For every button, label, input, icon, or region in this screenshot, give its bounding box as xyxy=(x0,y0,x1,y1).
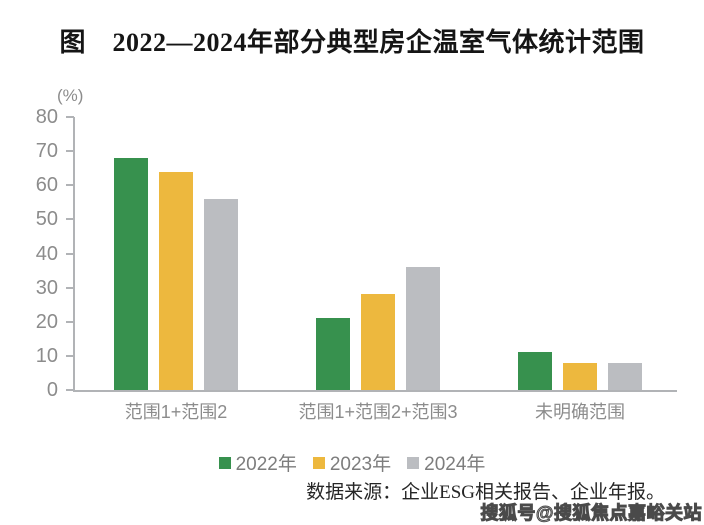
y-tick-label-60: 60 xyxy=(35,174,58,197)
chart-title: 图 2022—2024年部分典型房企温室气体统计范围 xyxy=(59,28,645,57)
y-tick-label-70: 70 xyxy=(35,140,58,163)
y-tick-label-80: 80 xyxy=(35,106,58,128)
y-tick-mark-20 xyxy=(66,320,74,323)
x-category-label-2: 范围1+范围2+范围3 xyxy=(298,402,458,422)
y-tick-label-0: 0 xyxy=(46,379,58,401)
bar-2023年-category-2 xyxy=(361,294,395,390)
y-tick-label-40: 40 xyxy=(35,242,58,265)
bar-2024年-category-2 xyxy=(406,267,440,390)
legend-item-2022年: 2022年 xyxy=(218,449,297,476)
y-tick-mark-70 xyxy=(66,150,74,153)
y-tick-mark-0 xyxy=(66,389,74,391)
y-axis-unit-label: (%) xyxy=(57,86,84,105)
legend-label: 2022年 xyxy=(235,454,297,475)
legend-swatch-icon xyxy=(407,456,420,469)
legend-item-2023年: 2023年 xyxy=(312,449,392,476)
bar-2022年-category-3 xyxy=(518,352,552,390)
watermark: 搜狐号@搜狐焦点嘉峪关站 xyxy=(480,503,702,524)
x-axis-line xyxy=(73,390,677,392)
bar-2024年-category-3 xyxy=(608,362,642,390)
y-tick-mark-80 xyxy=(66,116,74,118)
bar-2024年-category-1 xyxy=(204,198,238,390)
bar-2022年-category-2 xyxy=(316,318,350,390)
y-tick-mark-40 xyxy=(66,252,74,255)
legend-swatch-icon xyxy=(218,456,231,469)
legend-swatch-icon xyxy=(312,456,325,469)
y-tick-mark-10 xyxy=(66,354,74,357)
legend-label: 2024年 xyxy=(424,454,486,475)
y-tick-label-50: 50 xyxy=(35,208,58,231)
y-tick-mark-60 xyxy=(66,184,74,187)
y-tick-label-10: 10 xyxy=(35,344,58,367)
bar-2023年-category-3 xyxy=(563,362,597,390)
y-tick-label-20: 20 xyxy=(35,310,58,333)
y-tick-label-30: 30 xyxy=(35,276,58,299)
y-tick-mark-30 xyxy=(66,286,74,289)
source-note: 数据来源：企业ESG相关报告、企业年报。 xyxy=(306,482,665,503)
y-axis-line xyxy=(73,117,75,391)
chart-legend: 2022年 2023年 2024年 xyxy=(0,449,704,476)
bar-2022年-category-1 xyxy=(114,157,148,390)
legend-label: 2023年 xyxy=(329,454,392,475)
y-tick-mark-50 xyxy=(66,218,74,221)
bar-2023年-category-1 xyxy=(159,171,193,390)
x-category-label-3: 未明确范围 xyxy=(535,402,625,422)
x-category-label-1: 范围1+范围2 xyxy=(124,402,228,422)
legend-item-2024年: 2024年 xyxy=(407,449,485,476)
